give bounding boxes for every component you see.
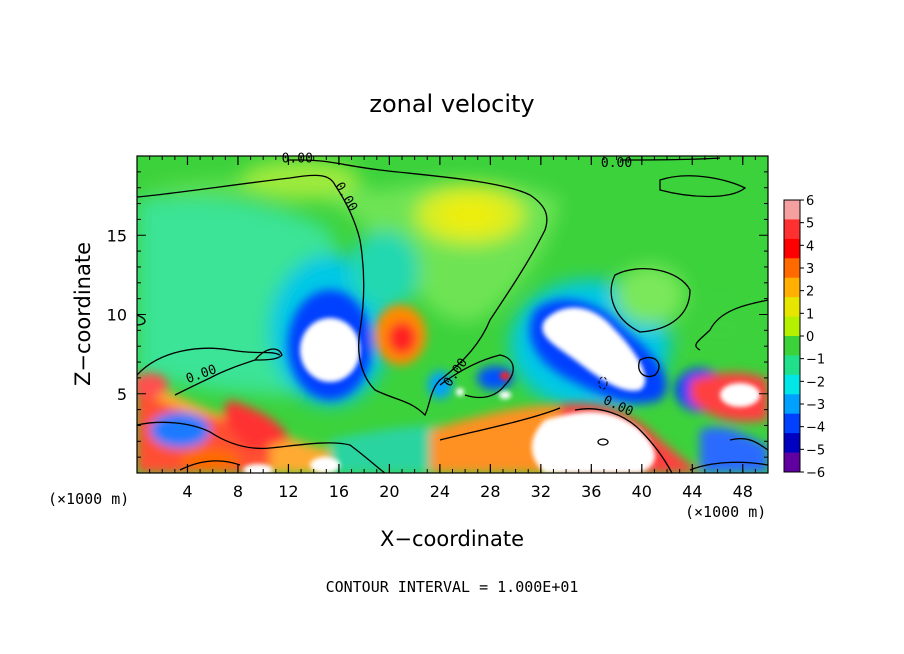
- x-unit-left: (×1000 m): [48, 490, 129, 508]
- y-axis-label: Z−coordinate: [71, 242, 95, 386]
- colorbar-swatch: [784, 258, 800, 279]
- x-tick-label: 44: [682, 482, 702, 501]
- colorbar-tick-label: 6: [806, 194, 814, 209]
- x-unit-right: (×1000 m): [685, 503, 766, 521]
- heatmap-field: [137, 156, 768, 473]
- y-tick-label: 5: [117, 385, 127, 404]
- x-tick-label: 8: [233, 482, 243, 501]
- x-tick-label: 24: [430, 482, 450, 501]
- x-tick-label: 20: [379, 482, 399, 501]
- colorbar-tick-label: 4: [806, 239, 814, 254]
- colorbar-tick-label: −4: [806, 421, 825, 436]
- colorbar-swatch: [784, 316, 800, 337]
- colorbar-tick-label: 3: [806, 262, 814, 277]
- colorbar-tick-label: −1: [806, 353, 825, 368]
- colorbar-tick-label: 0: [806, 330, 814, 345]
- colorbar-tick-label: −2: [806, 375, 825, 390]
- y-tick-label: 15: [107, 226, 127, 245]
- colorbar-swatch: [784, 433, 800, 454]
- colorbar-swatch: [784, 374, 800, 395]
- colorbar-tick-label: 1: [806, 307, 814, 322]
- colorbar-swatch: [784, 238, 800, 259]
- colorbar-tick-label: 5: [806, 217, 814, 232]
- x-tick-label: 16: [329, 482, 349, 501]
- colorbar-swatch: [784, 297, 800, 318]
- y-axis-ticks: 5 10 15: [107, 155, 768, 474]
- x-axis-ticks: 4 8 12 16 20 24 28 32 36 40 44 48: [182, 156, 753, 501]
- colorbar-tick-label: −6: [806, 466, 825, 481]
- colorbar-swatch: [784, 394, 800, 415]
- colorbar-swatch: [784, 355, 800, 376]
- colorbar-tick-label: −5: [806, 443, 825, 458]
- x-tick-label: 36: [581, 482, 601, 501]
- colorbar-tick-label: −3: [806, 398, 825, 413]
- colorbar-tick-label: 2: [806, 285, 814, 300]
- contour-interval-note: CONTOUR INTERVAL = 1.000E+01: [326, 578, 579, 596]
- chart-title: zonal velocity: [369, 90, 534, 118]
- contour-label: 0.00: [601, 156, 632, 171]
- x-tick-label: 4: [182, 482, 192, 501]
- colorbar-swatch: [784, 452, 800, 473]
- colorbar-swatch: [784, 277, 800, 298]
- colorbar-swatch: [784, 413, 800, 434]
- contour-label: 0.00: [282, 151, 313, 166]
- x-tick-label: 32: [531, 482, 551, 501]
- x-tick-label: 28: [480, 482, 500, 501]
- colorbar-swatch: [784, 200, 800, 220]
- x-tick-label: 48: [733, 482, 753, 501]
- colorbar-swatch: [784, 219, 800, 240]
- y-tick-label: 10: [107, 306, 127, 325]
- x-axis-label: X−coordinate: [380, 527, 524, 551]
- colorbar: 6 5 4 3 2 1 0 −1 −2 −3 −4 −5 −6: [783, 194, 825, 481]
- colorbar-swatch: [784, 336, 800, 356]
- x-tick-label: 40: [632, 482, 652, 501]
- x-tick-label: 12: [278, 482, 298, 501]
